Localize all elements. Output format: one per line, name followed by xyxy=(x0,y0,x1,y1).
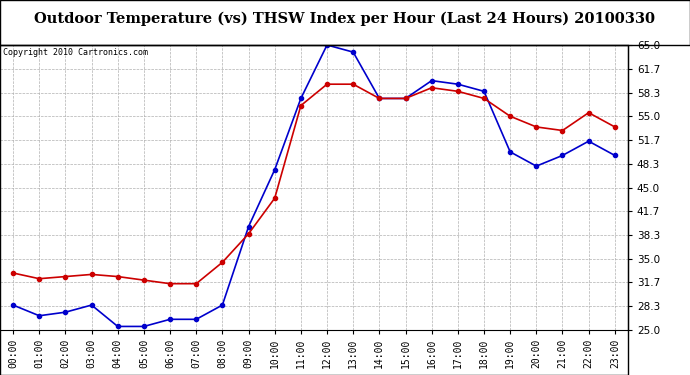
Text: Copyright 2010 Cartronics.com: Copyright 2010 Cartronics.com xyxy=(3,48,148,57)
Text: Outdoor Temperature (vs) THSW Index per Hour (Last 24 Hours) 20100330: Outdoor Temperature (vs) THSW Index per … xyxy=(34,11,655,26)
